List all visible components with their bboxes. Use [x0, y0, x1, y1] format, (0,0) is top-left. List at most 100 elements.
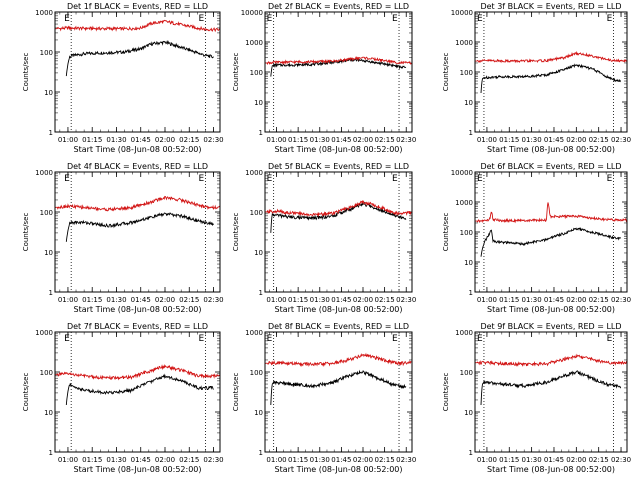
series-events-line — [480, 63, 622, 94]
x-axis-label: Start Time (08-Jun-08 00:52:00) — [275, 305, 403, 314]
y-tick-label: 1000 — [245, 39, 263, 47]
plot-frame — [54, 11, 221, 133]
event-marker-label: E — [198, 334, 204, 344]
x-tick-label: 01:30 — [522, 456, 542, 464]
y-tick-label: 100 — [40, 369, 53, 377]
x-tick-label: 02:00 — [353, 456, 373, 464]
y-tick-label: 1000 — [35, 9, 53, 17]
plot-frame — [54, 171, 221, 293]
chart-panel-4: Det 4f BLACK = Events, RED = LLD Counts/s… — [22, 162, 224, 314]
event-marker-label: E — [392, 14, 398, 24]
chart-panel-1: Det 1f BLACK = Events, RED = LLD Counts/s… — [22, 2, 224, 154]
x-tick-label: 01:30 — [106, 456, 126, 464]
x-tick-label: 01:30 — [106, 136, 126, 144]
event-marker-label: E — [477, 334, 483, 344]
x-tick-label: 02:30 — [396, 136, 416, 144]
event-marker-label: E — [64, 174, 70, 184]
x-tick-label: 01:15 — [82, 296, 102, 304]
x-axis-label: Start Time (08-Jun-08 00:52:00) — [74, 305, 202, 314]
x-tick-label: 02:30 — [396, 296, 416, 304]
x-tick-label: 01:00 — [58, 136, 78, 144]
chart-panel-3: Det 3f BLACK = Events, RED = LLD Counts/s… — [442, 2, 631, 154]
series-lld-line — [265, 199, 412, 218]
x-tick-label: 01:45 — [544, 136, 564, 144]
event-marker-label: E — [198, 14, 204, 24]
x-tick-label: 01:00 — [477, 296, 497, 304]
x-axis-label: Start Time (08-Jun-08 00:52:00) — [487, 465, 615, 474]
x-tick-label: 01:45 — [331, 456, 351, 464]
chart-panel-6: Det 6f BLACK = Events, RED = LLD Counts/s… — [442, 162, 631, 314]
chart-panel-5: Det 5f BLACK = Events, RED = LLD Counts/s… — [232, 162, 416, 314]
y-tick-label: 10 — [44, 409, 53, 417]
chart-title: Det 3f BLACK = Events, RED = LLD — [480, 2, 621, 11]
y-tick-label: 100 — [460, 369, 473, 377]
x-tick-label: 01:30 — [522, 296, 542, 304]
x-tick-label: 02:00 — [353, 296, 373, 304]
y-tick-label: 1 — [259, 129, 263, 137]
event-marker-label: E — [607, 14, 613, 24]
y-tick-label: 1000 — [455, 329, 473, 337]
y-tick-label: 1 — [469, 129, 473, 137]
x-tick-label: 01:15 — [288, 136, 308, 144]
x-tick-label: 01:45 — [131, 456, 151, 464]
x-tick-label: 01:15 — [499, 456, 519, 464]
y-tick-label: 10 — [254, 409, 263, 417]
y-tick-label: 1 — [469, 449, 473, 457]
y-axis-label: Counts/sec — [442, 53, 450, 92]
x-tick-label: 02:15 — [589, 136, 609, 144]
x-axis-label: Start Time (08-Jun-08 00:52:00) — [487, 305, 615, 314]
x-tick-label: 02:30 — [203, 296, 223, 304]
event-marker-label: E — [267, 334, 273, 344]
chart-title: Det 4f BLACK = Events, RED = LLD — [67, 162, 208, 171]
x-tick-label: 01:00 — [58, 456, 78, 464]
event-marker-label: E — [477, 174, 483, 184]
event-marker-label: E — [392, 334, 398, 344]
y-tick-label: 1 — [49, 129, 53, 137]
x-tick-label: 01:00 — [477, 136, 497, 144]
chart-panel-2: Det 2f BLACK = Events, RED = LLD Counts/s… — [232, 2, 416, 154]
x-tick-label: 01:45 — [131, 136, 151, 144]
y-tick-label: 1 — [259, 449, 263, 457]
x-tick-label: 01:30 — [310, 296, 330, 304]
x-tick-label: 02:15 — [375, 136, 395, 144]
chart-panel-9: Det 9f BLACK = Events, RED = LLD Counts/s… — [442, 322, 631, 474]
y-tick-label: 10 — [44, 249, 53, 257]
x-tick-label: 02:00 — [566, 456, 586, 464]
x-tick-label: 02:00 — [155, 456, 175, 464]
x-tick-label: 01:00 — [477, 456, 497, 464]
chart-title: Det 6f BLACK = Events, RED = LLD — [480, 162, 621, 171]
series-lld-line — [55, 19, 221, 33]
x-tick-label: 01:00 — [266, 296, 286, 304]
y-tick-label: 10 — [44, 89, 53, 97]
x-tick-label: 02:00 — [353, 136, 373, 144]
chart-panel-8: Det 8f BLACK = Events, RED = LLD Counts/s… — [232, 322, 416, 474]
series-lld-line — [265, 352, 413, 367]
chart-title: Det 8f BLACK = Events, RED = LLD — [268, 322, 409, 331]
y-tick-label: 100 — [460, 229, 473, 237]
y-tick-label: 100 — [250, 369, 263, 377]
x-tick-label: 01:30 — [522, 136, 542, 144]
series-events-line — [480, 370, 622, 406]
y-tick-label: 10 — [254, 249, 263, 257]
event-marker-label: E — [267, 174, 273, 184]
series-lld-line — [55, 195, 221, 212]
y-tick-label: 1 — [469, 289, 473, 297]
x-tick-label: 01:45 — [331, 296, 351, 304]
y-tick-label: 1000 — [455, 199, 473, 207]
x-tick-label: 02:15 — [589, 456, 609, 464]
y-tick-label: 1 — [49, 289, 53, 297]
event-marker-label: E — [392, 174, 398, 184]
event-marker-label: E — [198, 174, 204, 184]
x-tick-label: 01:30 — [310, 456, 330, 464]
series-events-line — [65, 212, 214, 242]
y-axis-label: Counts/sec — [442, 213, 450, 252]
series-lld-line — [475, 353, 628, 367]
x-tick-label: 01:30 — [106, 296, 126, 304]
x-tick-label: 01:00 — [266, 456, 286, 464]
series-events-line — [270, 57, 407, 77]
x-tick-label: 01:45 — [544, 456, 564, 464]
series-events-line — [65, 373, 214, 406]
x-tick-label: 02:00 — [155, 136, 175, 144]
x-tick-label: 02:30 — [203, 136, 223, 144]
